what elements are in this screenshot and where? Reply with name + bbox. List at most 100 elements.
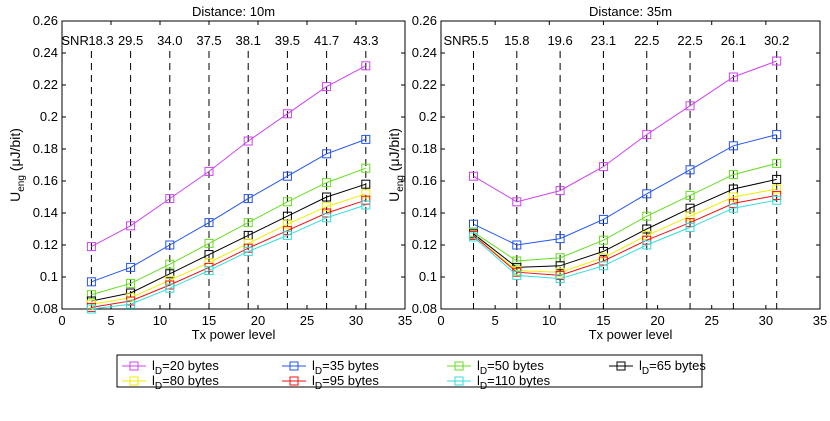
data-point — [772, 158, 782, 168]
y-tick-label: 0.22 — [33, 77, 58, 92]
snr-label: 38.1 — [236, 33, 261, 48]
x-tick-label: 35 — [813, 313, 827, 328]
data-point — [126, 299, 136, 309]
data-point — [772, 56, 782, 66]
series-line — [91, 199, 366, 308]
snr-label: 34.0 — [157, 33, 182, 48]
legend-label: lD=95 bytes — [312, 373, 379, 392]
plot-area — [61, 20, 406, 310]
data-point — [555, 274, 565, 284]
data-point — [322, 82, 332, 92]
legend-label-subscript: D — [315, 366, 322, 377]
snr-label: 23.1 — [591, 33, 616, 48]
data-point — [512, 240, 522, 250]
data-point — [126, 262, 136, 272]
data-point — [728, 72, 738, 82]
legend-swatch-marker — [616, 361, 626, 371]
legend-label-text: =80 bytes — [162, 373, 219, 388]
y-tick-label: 0.24 — [33, 45, 58, 60]
legend-label-text: =110 bytes — [487, 373, 551, 388]
data-point — [86, 277, 96, 287]
legend-swatch-marker — [454, 361, 464, 371]
y-tick-label: 0.18 — [33, 141, 58, 156]
x-tick-label: 10 — [153, 313, 167, 328]
data-point — [642, 224, 652, 234]
legend-swatch-marker — [129, 376, 139, 386]
snr-label: 41.7 — [314, 33, 339, 48]
legend-label: lD=110 bytes — [477, 373, 551, 392]
legend: lD=20 bytes lD=35 bytes lD=50 bytes lD=65 b… — [116, 354, 706, 392]
series-line — [91, 167, 366, 296]
data-point — [642, 230, 652, 240]
legend-label-subscript: D — [480, 381, 487, 392]
legend-label: lD=65 bytes — [639, 358, 706, 377]
data-point — [126, 221, 136, 231]
snr-prefix: SNR — [61, 33, 88, 48]
data-point — [361, 189, 371, 199]
snr-prefix: SNR — [443, 33, 470, 48]
y-tick-label: 0.26 — [33, 13, 58, 28]
legend-swatch-marker — [129, 361, 139, 371]
legend-label-text: =65 bytes — [649, 358, 706, 373]
y-tick-label: 0.16 — [33, 173, 58, 188]
y-axis-label-symbol: U — [7, 192, 23, 202]
snr-label: 22.5 — [677, 33, 702, 48]
x-tick-label: 25 — [300, 313, 314, 328]
legend-label-text: =20 bytes — [162, 358, 219, 373]
data-point — [728, 203, 738, 213]
series-line — [473, 194, 777, 276]
data-point — [361, 179, 371, 189]
data-point — [512, 270, 522, 280]
legend-label: lD=80 bytes — [152, 373, 219, 392]
data-point — [204, 166, 214, 176]
y-axis-label-unit: (μJ/bit) — [7, 128, 23, 175]
data-point — [685, 218, 695, 228]
data-point — [772, 184, 782, 194]
data-point — [204, 238, 214, 248]
x-tick-label: 20 — [251, 313, 265, 328]
y-tick-label: 0.08 — [33, 301, 58, 316]
data-point — [685, 101, 695, 111]
series-line — [91, 204, 366, 310]
legend-label: lD=35 bytes — [312, 358, 379, 377]
data-point — [204, 218, 214, 228]
data-point — [165, 259, 175, 269]
series-line — [91, 193, 366, 305]
plot-area — [440, 20, 821, 310]
legend-label-text: =35 bytes — [322, 358, 379, 373]
data-point — [512, 197, 522, 207]
data-point — [165, 269, 175, 279]
data-point — [322, 213, 332, 223]
data-point — [728, 198, 738, 208]
data-point — [361, 61, 371, 71]
legend-label-symbol: l — [639, 358, 642, 373]
y-axis-label: Ueng (μJ/bit) — [386, 128, 406, 202]
snr-label: 39.5 — [275, 33, 300, 48]
x-axis-label: Tx power level — [589, 327, 673, 342]
data-point — [598, 235, 608, 245]
snr-label: 29.5 — [118, 33, 143, 48]
data-point — [728, 192, 738, 202]
chart-title: Distance: 35m — [589, 4, 672, 19]
x-tick-label: 5 — [492, 313, 499, 328]
x-tick-label: 15 — [202, 313, 216, 328]
y-tick-label: 0.16 — [412, 173, 437, 188]
legend-label: lD=50 bytes — [477, 358, 544, 377]
y-axis-label-unit: (μJ/bit) — [386, 128, 402, 175]
data-point — [282, 171, 292, 181]
data-point — [322, 202, 332, 212]
data-point — [598, 261, 608, 271]
data-point — [361, 163, 371, 173]
snr-label: 26.1 — [721, 33, 746, 48]
data-point — [685, 190, 695, 200]
data-point — [165, 240, 175, 250]
data-point — [642, 235, 652, 245]
legend-label-subscript: D — [155, 366, 162, 377]
y-tick-label: 0.1 — [419, 269, 437, 284]
snr-label: 15.8 — [504, 33, 529, 48]
y-tick-label: 0.12 — [33, 237, 58, 252]
data-point — [598, 246, 608, 256]
snr-label: 43.3 — [353, 33, 378, 48]
data-point — [728, 170, 738, 180]
x-tick-label: 30 — [759, 313, 773, 328]
